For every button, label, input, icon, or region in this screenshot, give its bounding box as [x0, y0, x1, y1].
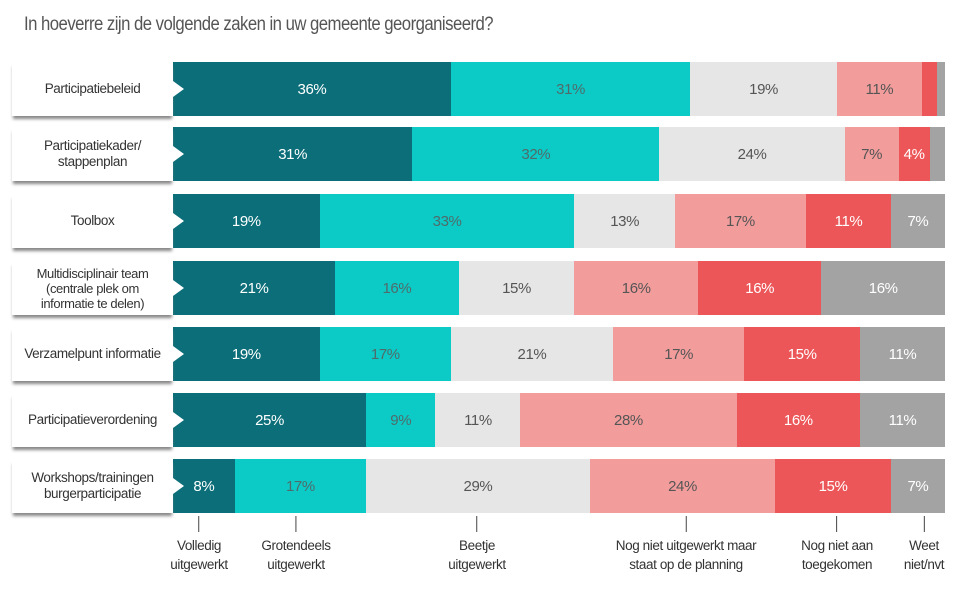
- legend-label: Grotendeels: [261, 538, 331, 553]
- bar-segment: 25%: [173, 393, 366, 447]
- bar-segment: 36%: [173, 62, 451, 116]
- bar-segment: 19%: [173, 327, 320, 381]
- bar-segment: 13%: [574, 194, 675, 248]
- legend-label: Weet: [909, 538, 939, 553]
- bar-row: Verzamelpunt informatie 19% 17% 21% 17% 15% 11…: [12, 327, 946, 381]
- legend-label: Beetje: [459, 538, 495, 553]
- bar-segment: 16%: [574, 261, 698, 315]
- bar-segment: 16%: [821, 261, 945, 315]
- bar-segment: [929, 127, 945, 181]
- stacked-bar: 31% 32% 24% 7% 4%: [173, 127, 945, 181]
- category-label: Toolbox: [12, 194, 184, 248]
- bar-row: Toolbox 19% 33% 13% 17% 11% 7%: [12, 194, 946, 248]
- stacked-bar: 36% 31% 19% 11%: [173, 62, 945, 116]
- bar-segment: 11%: [860, 393, 945, 447]
- legend-label: Volledig: [176, 538, 222, 553]
- bar-segment: 17%: [319, 327, 451, 381]
- bar-segment: 19%: [690, 62, 837, 116]
- bar-segment: 31%: [450, 62, 691, 116]
- stacked-bar: 25% 9% 11% 28% 16% 11%: [173, 393, 945, 447]
- bar-segment: 16%: [697, 261, 822, 315]
- category-label: Verzamelpunt informatie: [12, 327, 184, 381]
- bar-segment: [921, 62, 938, 116]
- category-label: Participatiekader/stappenplan: [12, 127, 184, 181]
- legend-label: staat op de planning: [629, 557, 743, 572]
- category-label: Multidisciplinair team (centrale plek om i…: [12, 261, 184, 315]
- category-label: Workshops/trainingen burgerparticipatie: [12, 459, 184, 513]
- legend-label: uitgewerkt: [170, 557, 228, 572]
- bar-segment: [937, 62, 945, 116]
- legend-tick: [923, 516, 925, 532]
- legend-item: Nog niet aan toegekomen: [801, 516, 873, 574]
- bar-segment: 16%: [335, 261, 459, 315]
- bar-segment: 32%: [412, 127, 660, 181]
- bar-segment: 16%: [736, 393, 861, 447]
- bar-segment: 17%: [234, 459, 366, 513]
- stacked-bar: 19% 17% 21% 17% 15% 11%: [173, 327, 945, 381]
- bar-segment: 24%: [589, 459, 776, 513]
- legend-tick: [295, 516, 297, 532]
- bar-segment: 21%: [173, 261, 336, 315]
- category-label: Participatiebeleid: [12, 62, 184, 116]
- legend-label: uitgewerkt: [448, 557, 506, 572]
- bar-segment: 17%: [613, 327, 745, 381]
- bar-segment: 15%: [744, 327, 861, 381]
- legend-item: Weet niet/nvt: [903, 516, 945, 574]
- legend-tick: [476, 516, 478, 532]
- bar-segment: 15%: [775, 459, 891, 513]
- bar-segment: 7%: [890, 194, 945, 248]
- legend-label: Nog niet aan: [801, 538, 873, 553]
- legend-label: toegekomen: [801, 557, 873, 572]
- bar-segment: 28%: [520, 393, 737, 447]
- bar-segment: 11%: [836, 62, 922, 116]
- bar-segment: 21%: [450, 327, 614, 381]
- bar-segment: 19%: [173, 194, 320, 248]
- category-label: Participatieverordening: [12, 393, 184, 447]
- bar-row: Workshops/trainingen burgerparticipatie 8%…: [12, 459, 946, 513]
- legend-tick: [685, 516, 687, 532]
- bar-segment: 7%: [844, 127, 899, 181]
- bar-segment: 31%: [173, 127, 413, 181]
- bar-row: Participatiebeleid 36% 31% 19% 11%: [12, 62, 946, 116]
- legend-item: Grotendeels uitgewerkt: [261, 516, 331, 574]
- bar-segment: 9%: [366, 393, 436, 447]
- bar-segment: 11%: [806, 194, 891, 248]
- bar-segment: 11%: [860, 327, 945, 381]
- legend-label: uitgewerkt: [267, 557, 325, 572]
- bar-row: Participatieverordening 25% 9% 11% 28% 16% 11%: [12, 393, 946, 447]
- legend-label: niet/nvt: [903, 557, 945, 572]
- legend-item: Nog niet uitgewerkt maar staat op de plan…: [615, 516, 757, 574]
- bar-segment: 24%: [659, 127, 845, 181]
- bar-segment: 15%: [458, 261, 575, 315]
- legend-item: Beetje uitgewerkt: [448, 516, 506, 574]
- legend-label: Nog niet uitgewerkt maar: [615, 538, 757, 553]
- bar-row: Multidisciplinair team (centrale plek om i…: [12, 261, 946, 315]
- bar-segment: 11%: [435, 393, 521, 447]
- bar-segment: 29%: [365, 459, 590, 513]
- stacked-bar: 19% 33% 13% 17% 11% 7%: [173, 194, 945, 248]
- chart-title: In hoeverre zijn de volgende zaken in uw…: [24, 14, 494, 35]
- bar-segment: 33%: [319, 194, 575, 248]
- bar-segment: 17%: [674, 194, 807, 248]
- stacked-bar: 8% 17% 29% 24% 15% 7%: [173, 459, 945, 513]
- legend-tick: [836, 516, 838, 532]
- bar-row: Participatiekader/stappenplan 31% 32% 24% 7%…: [12, 127, 946, 181]
- stacked-bar: 21% 16% 15% 16% 16% 16%: [173, 261, 945, 315]
- bar-segment: 7%: [890, 459, 945, 513]
- legend-item: Volledig uitgewerkt: [170, 516, 228, 574]
- bar-segment: 4%: [898, 127, 930, 181]
- legend-tick: [198, 516, 200, 532]
